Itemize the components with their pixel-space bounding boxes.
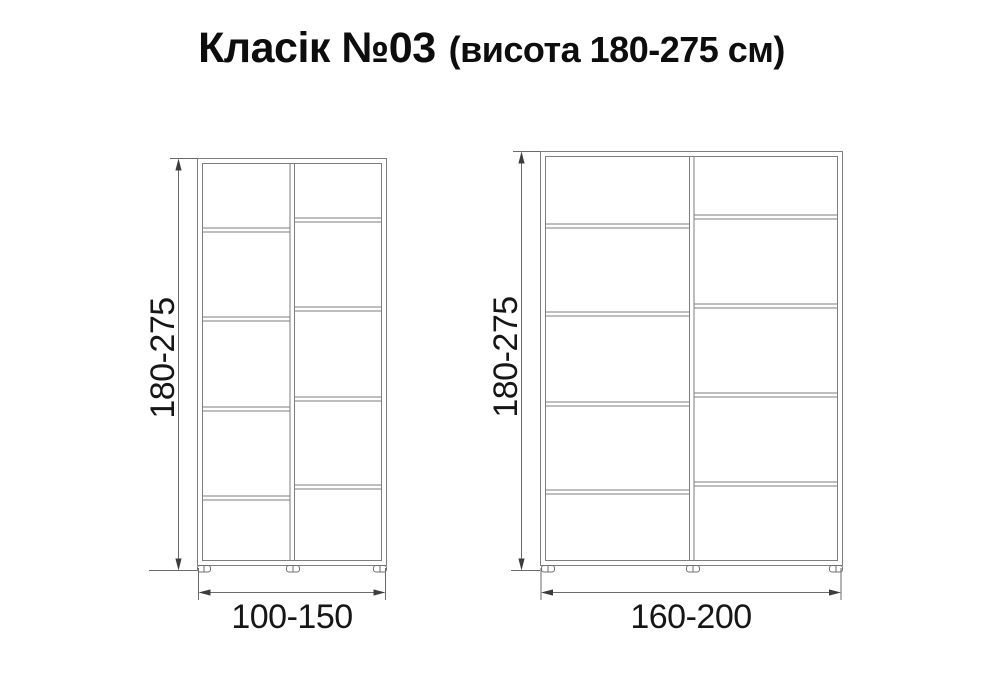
- shelf: [693, 303, 838, 309]
- arrow-down-icon: [518, 558, 525, 571]
- height-dimension-large: 180-275: [487, 151, 540, 571]
- left-column-shelves: [202, 227, 291, 501]
- foot-icon: [829, 565, 843, 573]
- arrow-right-icon: [373, 589, 386, 596]
- height-dimension-label: 180-275: [487, 296, 525, 417]
- shelf: [545, 401, 690, 407]
- shelf: [693, 214, 838, 220]
- width-dimension-large: 160-200: [540, 568, 842, 636]
- arrow-down-icon: [175, 558, 182, 571]
- foot-icon: [286, 565, 300, 573]
- cabinet-center-divider: [689, 156, 695, 561]
- height-dimension-label: 180-275: [144, 297, 182, 418]
- arrow-left-icon: [541, 589, 553, 596]
- left-column-shelves: [545, 223, 690, 495]
- width-dimension-small: 100-150: [198, 568, 386, 636]
- foot-icon: [541, 565, 555, 573]
- wardrobe-large-drawing: [540, 151, 843, 573]
- right-column-shelves: [693, 214, 838, 487]
- shelf: [294, 217, 382, 223]
- page-title: Класік №03 (висота 180-275 см): [0, 27, 983, 70]
- arrow-up-icon: [175, 158, 182, 171]
- foot-icon: [686, 565, 700, 573]
- arrow-up-icon: [518, 151, 525, 164]
- right-column-shelves: [294, 217, 382, 490]
- shelf: [202, 495, 291, 501]
- shelf: [294, 396, 382, 402]
- arrow-left-icon: [198, 589, 211, 596]
- title-main-text: Класік №03: [198, 24, 436, 72]
- width-dimension-label: 160-200: [630, 598, 751, 636]
- foot-icon: [197, 565, 211, 573]
- cabinet-center-divider: [289, 163, 295, 561]
- wardrobe-small-drawing: [197, 158, 387, 573]
- arrow-right-icon: [829, 589, 841, 596]
- shelf: [693, 392, 838, 398]
- shelf: [294, 484, 382, 490]
- title-sub-text: (висота 180-275 см): [448, 29, 786, 70]
- shelf: [545, 223, 690, 229]
- width-dimension-label: 100-150: [231, 598, 352, 636]
- shelf: [202, 316, 291, 322]
- foot-icon: [373, 565, 387, 573]
- shelf: [294, 306, 382, 312]
- shelf: [545, 311, 690, 317]
- height-dimension-small: 180-275: [144, 158, 197, 571]
- shelf: [202, 406, 291, 412]
- shelf: [693, 481, 838, 487]
- shelf: [202, 227, 291, 233]
- shelf: [545, 489, 690, 495]
